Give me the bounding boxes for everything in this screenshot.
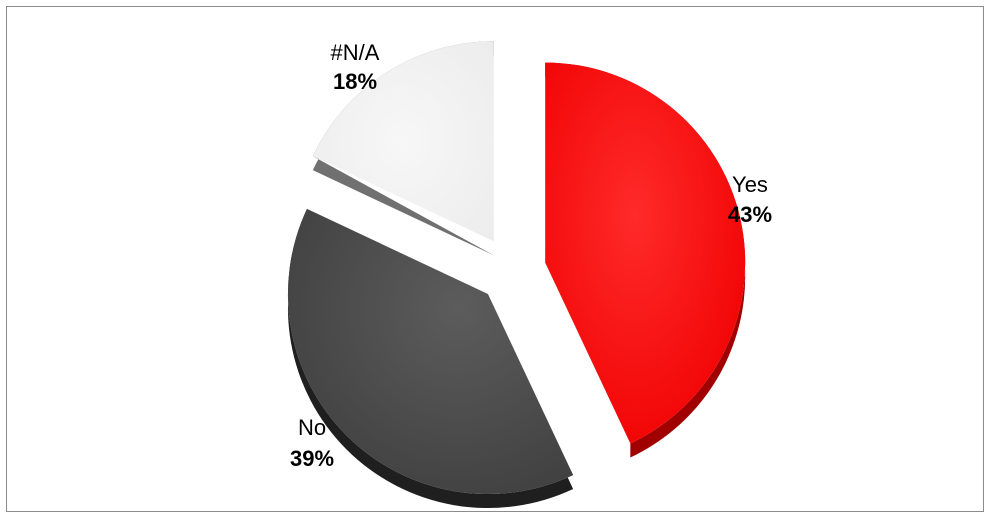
slice-label-yes: Yes [732,172,768,197]
slice-label-na: #N/A [331,40,380,65]
pie-slice-face [287,208,574,495]
pie-slice-no [287,208,574,509]
pie-slice-face [312,41,494,242]
slice-label-no: No [298,415,326,440]
slice-percent-na: 18% [333,69,377,94]
pie-slice-yes [545,62,746,458]
slice-percent-yes: 43% [728,202,772,227]
slice-percent-no: 39% [290,446,334,471]
pie-slice-na [312,41,494,256]
pie-slice-face [545,62,746,444]
